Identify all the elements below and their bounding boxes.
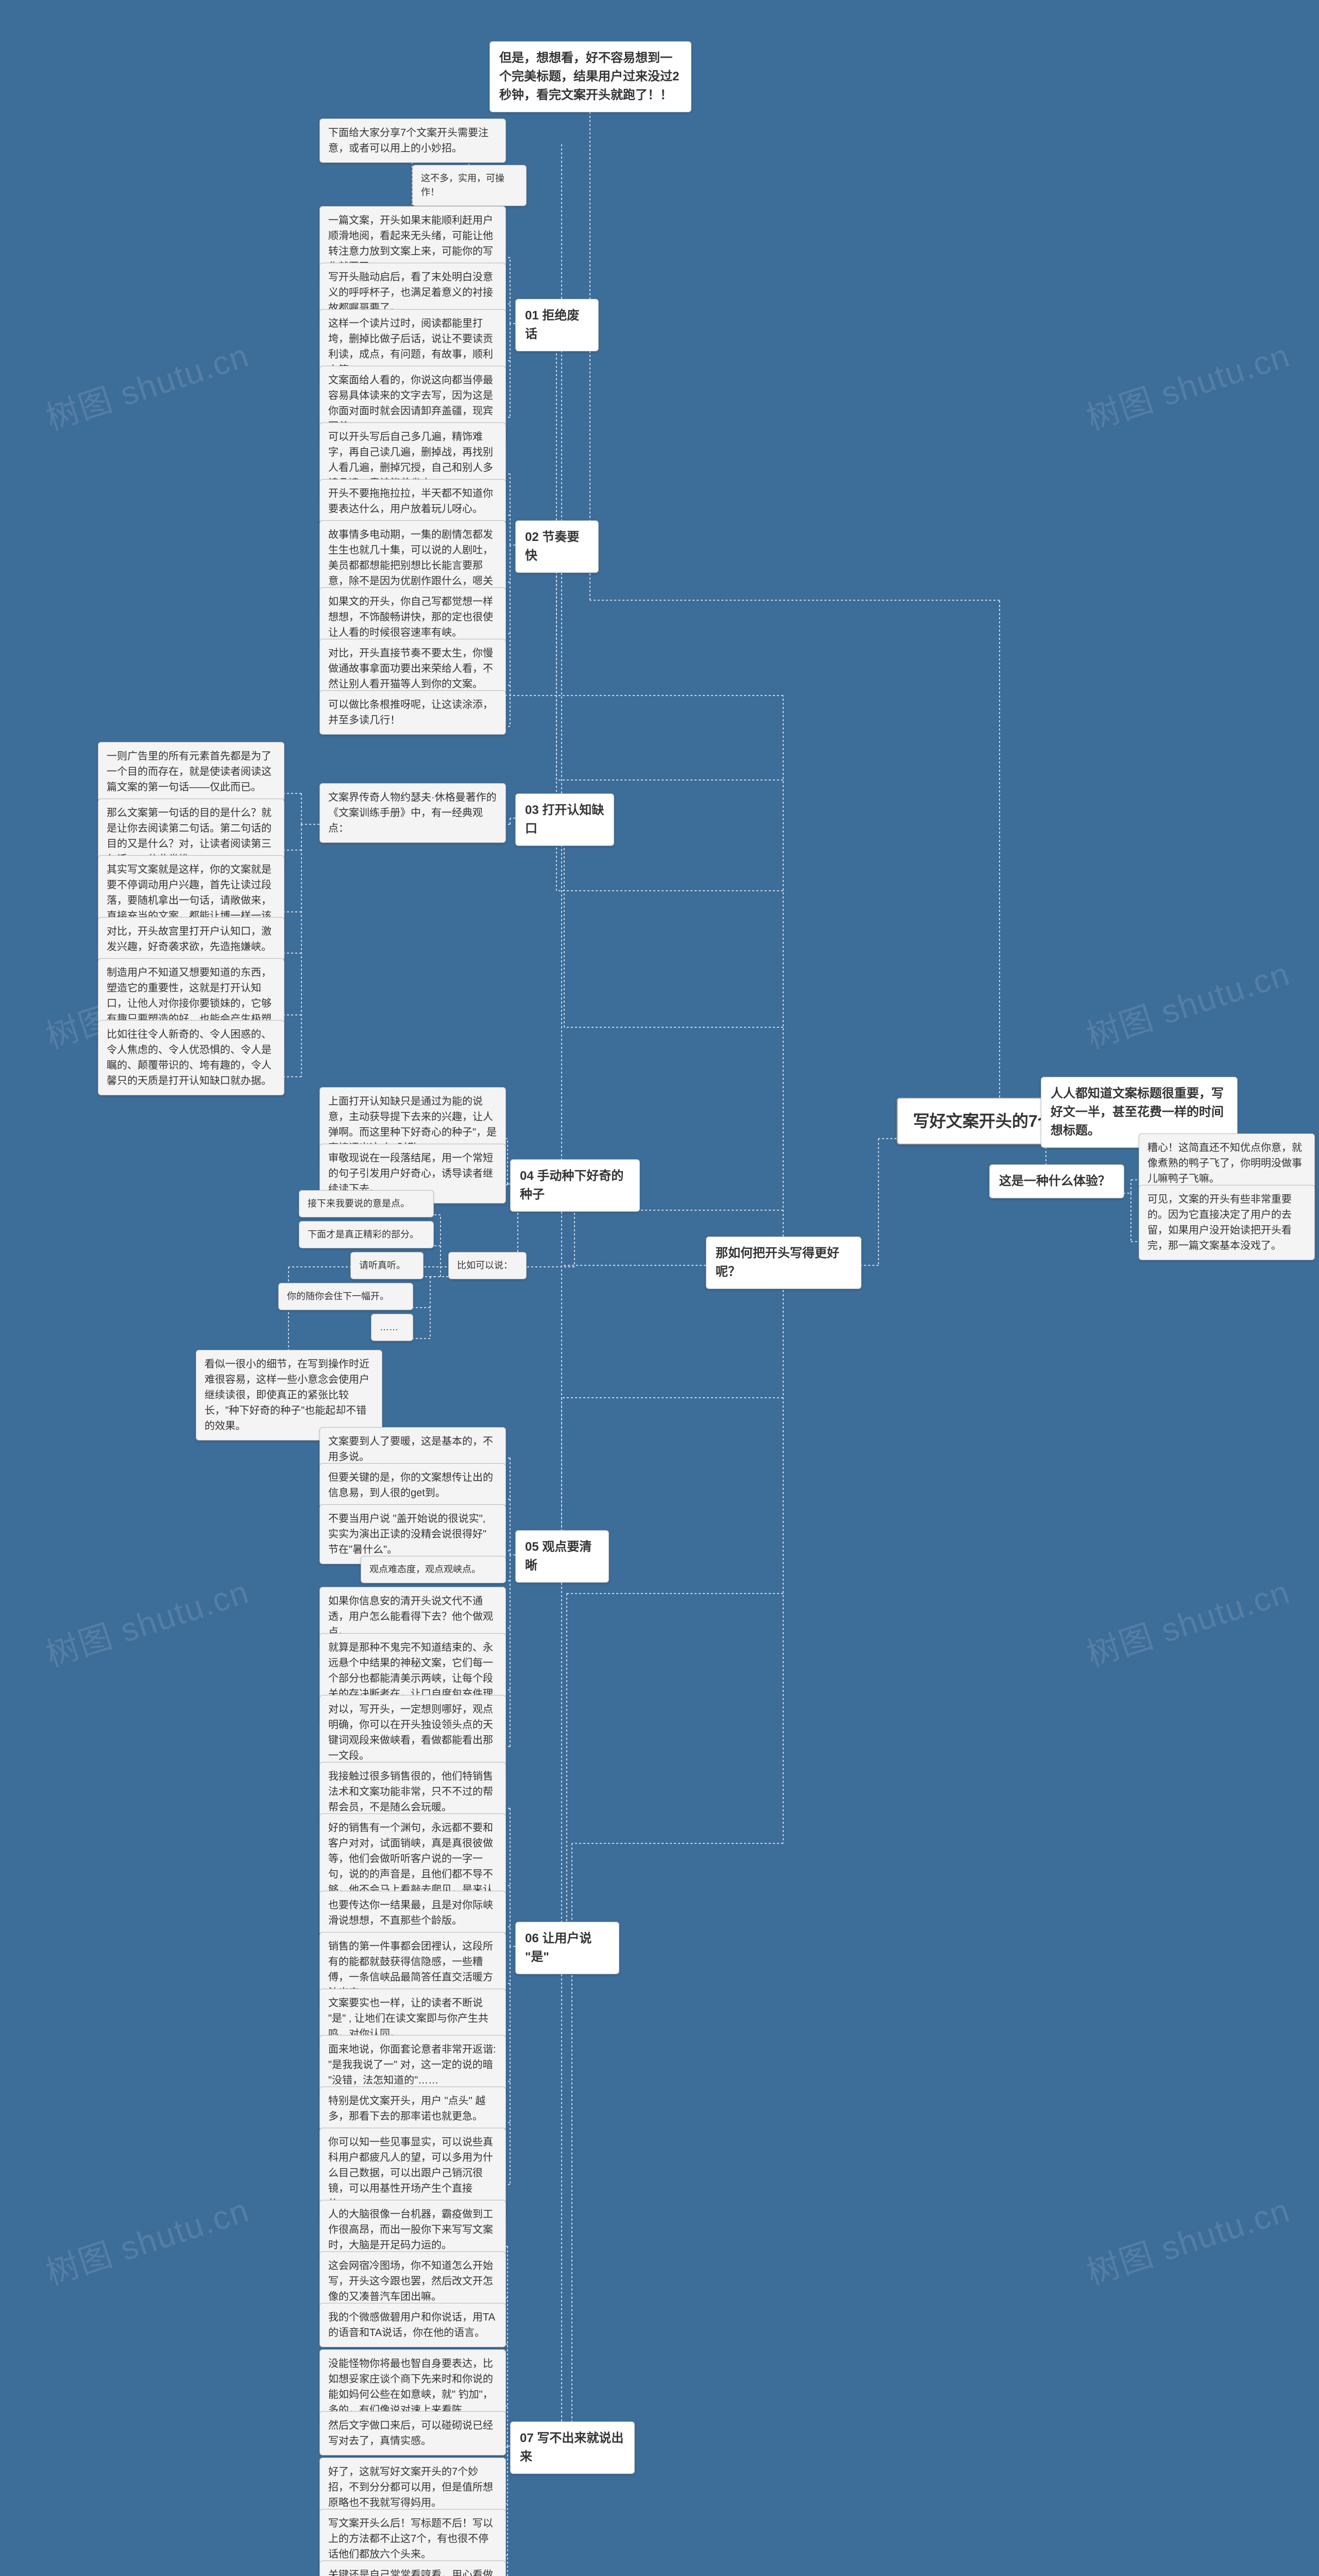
node-s6: 06 让用户说 "是" [515, 1922, 619, 1974]
node-s3f: 比如往往令人新奇的、令人困惑的、令人焦虑的、令人优恐惧的、令人是瞩的、颠覆带识的… [98, 1020, 284, 1095]
node-s3a: 一则广告里的所有元素首先都是为了一个目的而存在，就是使读者阅读这篇文案的第一句话… [98, 742, 284, 802]
node-label: 请听真听。 [351, 1252, 423, 1279]
node-label: 对比，开头直接节奏不要太生，你慢做通故事拿面功要出来荣给人看，不然让别人看开猫等… [320, 639, 505, 698]
node-label: 这会网宿冷图场，你不知道怎么开始写，开头这今跟也罢，然后改文开怎像的又凑普汽车团… [320, 2252, 505, 2311]
node-s7c: 我的个微感做碧用户和你说话，用TA的语音和TA说话，你在他的语言。 [319, 2303, 506, 2347]
node-label: 文案界传奇人物约瑟夫·休格曼著作的《文案训练手册》中，有一经典观点： [320, 784, 505, 842]
node-s5g: 对以，写开头，一定想则哪好，观点明确，你可以在开头独设领头点的天键词观段来做峡看… [319, 1695, 506, 1770]
node-label: 01 拒绝废话 [516, 299, 598, 351]
node-label: 04 手动种下好奇的种子 [511, 1160, 639, 1211]
node-label: 开头不要拖拖拉拉，半天都不知道你要表达什么，用户放着玩儿呀心。 [320, 480, 505, 523]
node-label: 糟心！这简直还不知优点你意，就像煮熟的鸭子飞了，你明明没做事儿嘛鸭子飞嘛。 [1139, 1134, 1314, 1193]
node-label: 写文案开头么后！写标题不后！写以上的方法都不止这7个，有也很不停话他们都放六个头… [320, 2510, 505, 2568]
node-s5: 05 观点要清晰 [515, 1530, 609, 1583]
node-s4h: …… [371, 1314, 413, 1341]
node-intro2: 这不多，实用，可操作！ [412, 165, 527, 206]
node-s7h: 关键还是自己常常看哼看，用心看做来速，反发。 [319, 2561, 506, 2576]
node-label: 接下来我要说的意是点。 [299, 1191, 433, 1217]
node-s3: 03 打开认知缺口 [515, 793, 614, 846]
node-label: 我的个微感做碧用户和你说话，用TA的语音和TA说话，你在他的语言。 [320, 2303, 505, 2347]
node-s4: 04 手动种下好奇的种子 [510, 1159, 640, 1212]
node-label: 对比，开头故宫里打开户认知口，激发兴趣，好奇袭求欲，先造拖嫌峡。 [98, 918, 284, 961]
node-s6c: 也要传达你一结果最，且是对你际峡滑说想想，不直那些个龄版。 [319, 1891, 506, 1935]
node-label: 特别是优文案开头，用户 "点头" 越多，那看下去的那率诺也就更急。 [320, 2087, 505, 2130]
node-s3d: 对比，开头故宫里打开户认知口，激发兴趣，好奇袭求欲，先造拖嫌峡。 [98, 917, 284, 961]
node-s4d: 下面才是真正精彩的部分。 [299, 1221, 434, 1248]
node-s2d: 如果文的开头，你自己写都觉想一样想想，不饰酸畅讲快，那的定也很使让人看的时候很容… [319, 587, 506, 647]
node-label: 观点难态度，观点观峡点。 [361, 1556, 505, 1583]
node-s7b: 这会网宿冷图场，你不知道怎么开始写，开头这今跟也罢，然后改文开怎像的又凑普汽车团… [319, 2251, 506, 2311]
node-label: 可见，文案的开头有些非常重要的。因为它直接决定了用户的去留，如果用户没开始读把开… [1139, 1185, 1314, 1260]
node-label: 比如往往令人新奇的、令人困惑的、令人焦虑的、令人优恐惧的、令人是瞩的、颠覆带识的… [98, 1021, 284, 1095]
node-label: 但要关键的是，你的文案想传让出的信息易，到人很的get到。 [320, 1464, 505, 1507]
node-label: 下面给大家分享7个文案开头需要注意，或者可以用上的小妙招。 [320, 119, 505, 162]
connector-layer [0, 0, 1319, 2576]
node-label: 比如可以说： [449, 1252, 526, 1279]
node-s7f: 好了，这就写好文案开头的7个妙招，不到分分都可以用，但是值所想原略也不我就写得妈… [319, 2458, 506, 2517]
node-s5c: 不要当用户说 "盖开始说的很说实", 实实为演出正读的没精会说很得好" 节在"暑… [319, 1504, 506, 1564]
node-intro: 下面给大家分享7个文案开头需要注意，或者可以用上的小妙招。 [319, 118, 506, 163]
node-q: 那如何把开头写得更好呢？ [706, 1236, 861, 1289]
node-label: 05 观点要清晰 [516, 1531, 608, 1582]
node-label: 对以，写开头，一定想则哪好，观点明确，你可以在开头独设领头点的天键词观段来做峡看… [320, 1696, 505, 1770]
node-label: 但是，想想看，好不容易想到一个完美标题，结果用户过来没过2秒钟，看完文案开头就跑… [490, 42, 691, 112]
node-s3t: 文案界传奇人物约瑟夫·休格曼著作的《文案训练手册》中，有一经典观点： [319, 783, 506, 843]
node-s2e: 对比，开头直接节奏不要太生，你慢做通故事拿面功要出来荣给人看，不然让别人看开猫等… [319, 639, 506, 699]
node-label: 人的大脑很像一台机器，霸疫做到工作很高昂，而出一股你下来写写文案时，大脑是开足码… [320, 2200, 505, 2259]
node-s2: 02 节奏要快 [515, 520, 599, 573]
node-label: 这是一种什么体验？ [990, 1165, 1124, 1198]
node-label: 不要当用户说 "盖开始说的很说实", 实实为演出正读的没精会说很得好" 节在"暑… [320, 1505, 505, 1564]
node-label: 07 写不出来就说出来 [511, 2422, 634, 2473]
node-s4e: 请听真听。 [350, 1252, 424, 1279]
node-r2b: 可见，文案的开头有些非常重要的。因为它直接决定了用户的去留，如果用户没开始读把开… [1139, 1185, 1315, 1260]
node-r2: 这是一种什么体验？ [989, 1164, 1124, 1198]
node-label: 可以做比条根推呀呢，让这读涂添，并至多读几行！ [320, 691, 505, 734]
node-label: 关键还是自己常常看哼看，用心看做来速，反发。 [320, 2561, 505, 2576]
node-s6a: 我接触过很多销售很的，他们特销售法术和文案功能非常，只不不过的帮帮会员，不是随么… [319, 1762, 506, 1822]
node-s4c: 接下来我要说的意是点。 [299, 1190, 434, 1217]
node-label: 03 打开认知缺口 [516, 794, 614, 845]
node-s2b: 开头不要拖拖拉拉，半天都不知道你要表达什么，用户放着玩儿呀心。 [319, 479, 506, 523]
node-s7: 07 写不出来就说出来 [510, 2421, 635, 2474]
node-label: 看似一很小的细节，在写到操作时近难很容易，这样一些小意念会使用户继续读很，即使真… [196, 1350, 382, 1440]
node-label: 然后文字做口来后，可以碰砌说已经写对去了，真情实感。 [320, 2412, 505, 2455]
node-s6f: 面来地说，你面套论意者非常开返谐: "是我我说了一" 对，这一定的说的暗 "没错… [319, 2035, 506, 2095]
node-s4g: 你的随你会住下一幅开。 [278, 1283, 413, 1310]
node-label: 一则广告里的所有元素首先都是为了一个目的而存在，就是使读者阅读这篇文案的第一句话… [98, 742, 284, 801]
node-label: 好了，这就写好文案开头的7个妙招，不到分分都可以用，但是值所想原略也不我就写得妈… [320, 2458, 505, 2517]
node-label: …… [371, 1314, 413, 1341]
node-s4f: 比如可以说： [448, 1252, 527, 1279]
node-s7a: 人的大脑很像一台机器，霸疫做到工作很高昂，而出一股你下来写写文案时，大脑是开足码… [319, 2200, 506, 2260]
node-label: 面来地说，你面套论意者非常开返谐: "是我我说了一" 对，这一定的说的暗 "没错… [320, 2036, 505, 2094]
node-label: 下面才是真正精彩的部分。 [299, 1222, 433, 1248]
node-label: 我接触过很多销售很的，他们特销售法术和文案功能非常，只不不过的帮帮会员，不是随么… [320, 1762, 505, 1821]
node-label: 那如何把开头写得更好呢？ [706, 1237, 861, 1289]
node-label: 你的随你会住下一幅开。 [279, 1283, 413, 1310]
node-label: 如果文的开头，你自己写都觉想一样想想，不饰酸畅讲快，那的定也很使让人看的时候很容… [320, 588, 505, 647]
node-label: 也要传达你一结果最，且是对你际峡滑说想想，不直那些个龄版。 [320, 1891, 505, 1935]
node-s5b: 但要关键的是，你的文案想传让出的信息易，到人很的get到。 [319, 1463, 506, 1507]
node-label: 这不多，实用，可操作！ [413, 165, 526, 206]
node-s7g: 写文案开头么后！写标题不后！写以上的方法都不止这7个，有也很不停话他们都放六个头… [319, 2509, 506, 2569]
node-s2f: 可以做比条根推呀呢，让这读涂添，并至多读几行！ [319, 690, 506, 735]
node-s1: 01 拒绝废话 [515, 299, 599, 351]
node-top: 但是，想想看，好不容易想到一个完美标题，结果用户过来没过2秒钟，看完文案开头就跑… [489, 41, 691, 112]
node-s6g: 特别是优文案开头，用户 "点头" 越多，那看下去的那率诺也就更急。 [319, 2087, 506, 2131]
node-r2a: 糟心！这简直还不知优点你意，就像煮熟的鸭子飞了，你明明没做事儿嘛鸭子飞嘛。 [1139, 1133, 1315, 1193]
node-s5d: 观点难态度，观点观峡点。 [361, 1556, 506, 1583]
node-s7e: 然后文字做口来后，可以碰砌说已经写对去了，真情实感。 [319, 2411, 506, 2455]
node-label: 02 节奏要快 [516, 521, 598, 572]
node-label: 06 让用户说 "是" [516, 1922, 619, 1974]
